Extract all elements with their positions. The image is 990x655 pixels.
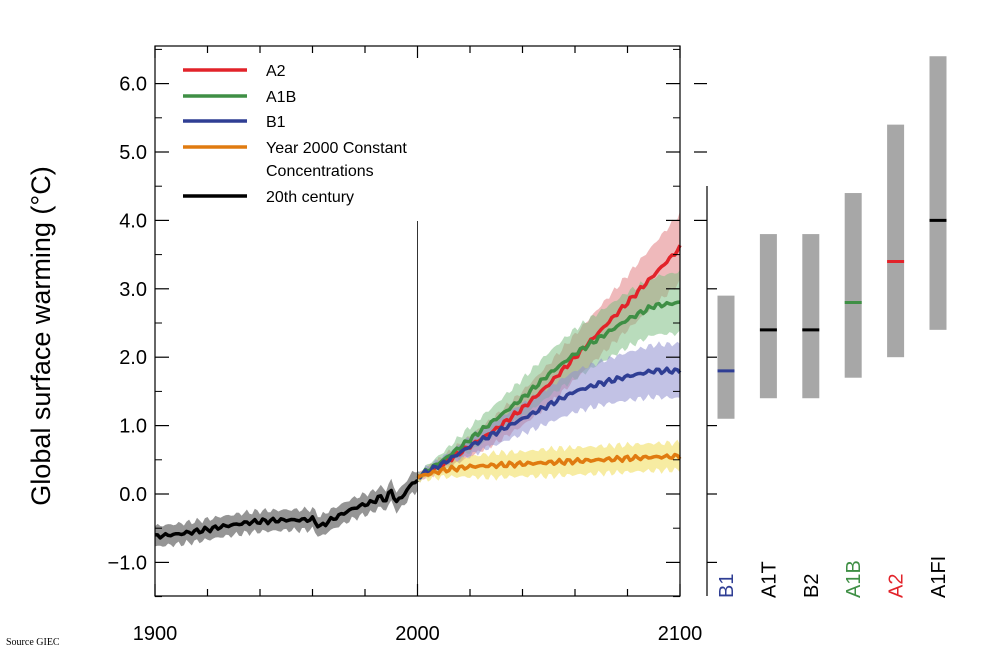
y-tick-label: −1.0 (108, 552, 147, 574)
legend-label-line2: Concentrations (266, 163, 374, 180)
range-label-b1: B1 (716, 574, 738, 598)
y-tick-label: 3.0 (119, 279, 147, 301)
range-label-a1b: A1B (843, 560, 865, 598)
range-bar-a1fi (929, 56, 947, 330)
line-20th-century (154, 478, 419, 540)
range-bar-b1 (717, 295, 735, 419)
axes: −1.0 0.0 1.0 2.0 3.0 4.0 5.0 6.0 1900 2000 2100 Glo… (26, 46, 702, 645)
x-tick-label: 1900 (133, 623, 178, 645)
range-label-a1fi: A1FI (928, 556, 950, 598)
source-note: Source GIEC (6, 637, 60, 648)
legend: A2 A1B B1 Year 2000 Constant Concentrations 2… (183, 63, 407, 206)
band-b1 (417, 341, 680, 483)
legend-label: 20th century (266, 189, 354, 206)
band-20th-century (155, 470, 418, 548)
y-tick-label: 5.0 (119, 142, 147, 164)
y-tick-label: 0.0 (119, 484, 147, 506)
y-axis-label: Global surface warming (°C) (26, 166, 56, 505)
line-b1 (416, 366, 682, 480)
range-label-a2: A2 (886, 574, 908, 598)
legend-label: Year 2000 Constant (266, 140, 407, 157)
y-tick-label: 6.0 (119, 74, 147, 96)
range-label-a1t: A1T (758, 561, 780, 598)
range-bar-a1b (844, 193, 862, 378)
legend-label: B1 (266, 114, 286, 131)
x-tick-label: 2100 (658, 623, 703, 645)
range-label-b2: B2 (801, 574, 823, 598)
range-bar-b2 (802, 234, 820, 399)
scenario-range-bars: B1 A1T B2 A1B A2 A1FI (694, 56, 950, 598)
range-bar-a2 (887, 124, 905, 358)
y-tick-label: 4.0 (119, 210, 147, 232)
y-tick-label: 1.0 (119, 416, 147, 438)
legend-label: A1B (266, 89, 296, 106)
x-tick-label: 2000 (395, 623, 440, 645)
series-lines (154, 244, 682, 540)
legend-label: A2 (266, 63, 286, 80)
line-a1b (416, 300, 681, 480)
range-bar-a1t (759, 234, 777, 399)
line-year-2000-constant-concentrations (416, 452, 682, 480)
y-tick-label: 2.0 (119, 347, 147, 369)
